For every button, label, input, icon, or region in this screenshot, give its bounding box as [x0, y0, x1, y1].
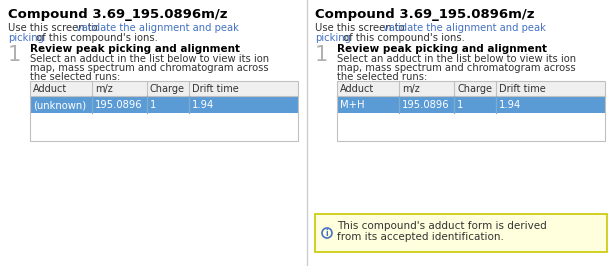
- Text: picking: picking: [8, 33, 44, 43]
- Text: map, mass spectrum and chromatogram across: map, mass spectrum and chromatogram acro…: [337, 63, 576, 73]
- Bar: [315, 214, 607, 252]
- Text: M+H: M+H: [340, 100, 365, 110]
- Text: of this compound's ions.: of this compound's ions.: [33, 33, 158, 43]
- Text: validate the alignment and peak: validate the alignment and peak: [76, 23, 239, 33]
- Text: Drift time: Drift time: [192, 84, 239, 94]
- Bar: [30, 96, 298, 113]
- Text: 1: 1: [315, 45, 328, 65]
- Text: 195.0896: 195.0896: [402, 100, 449, 110]
- Text: map, mass spectrum and chromatogram across: map, mass spectrum and chromatogram acro…: [30, 63, 269, 73]
- Text: picking: picking: [315, 33, 351, 43]
- Text: validate the alignment and peak: validate the alignment and peak: [383, 23, 546, 33]
- Text: the selected runs:: the selected runs:: [30, 72, 120, 82]
- Text: 1: 1: [8, 45, 21, 65]
- Text: m/z: m/z: [95, 84, 113, 94]
- Text: Select an adduct in the list below to view its ion: Select an adduct in the list below to vi…: [30, 54, 269, 64]
- Text: 1: 1: [150, 100, 157, 110]
- Text: (unknown): (unknown): [33, 100, 86, 110]
- Text: m/z: m/z: [402, 84, 420, 94]
- Text: Adduct: Adduct: [33, 84, 68, 94]
- Text: Adduct: Adduct: [340, 84, 375, 94]
- Text: 1.94: 1.94: [499, 100, 521, 110]
- Text: of this compound's ions.: of this compound's ions.: [340, 33, 465, 43]
- Text: Charge: Charge: [457, 84, 492, 94]
- Text: Select an adduct in the list below to view its ion: Select an adduct in the list below to vi…: [337, 54, 576, 64]
- Text: 1: 1: [457, 100, 464, 110]
- Bar: [30, 81, 298, 96]
- Bar: [30, 81, 298, 141]
- Text: Review peak picking and alignment: Review peak picking and alignment: [337, 44, 547, 54]
- Bar: [337, 96, 605, 113]
- Text: Use this screen to: Use this screen to: [8, 23, 101, 33]
- Text: the selected runs:: the selected runs:: [337, 72, 427, 82]
- Bar: [337, 81, 605, 96]
- Text: 195.0896: 195.0896: [95, 100, 142, 110]
- Text: Review peak picking and alignment: Review peak picking and alignment: [30, 44, 240, 54]
- Text: Compound 3.69_195.0896m/z: Compound 3.69_195.0896m/z: [315, 8, 535, 21]
- Text: Drift time: Drift time: [499, 84, 546, 94]
- Text: Compound 3.69_195.0896m/z: Compound 3.69_195.0896m/z: [8, 8, 228, 21]
- Text: Charge: Charge: [150, 84, 185, 94]
- Text: This compound's adduct form is derived: This compound's adduct form is derived: [337, 221, 546, 231]
- Text: 1.94: 1.94: [192, 100, 214, 110]
- Text: from its accepted identification.: from its accepted identification.: [337, 232, 504, 242]
- Bar: [337, 81, 605, 141]
- Text: Use this screen to: Use this screen to: [315, 23, 408, 33]
- Text: i: i: [325, 228, 328, 238]
